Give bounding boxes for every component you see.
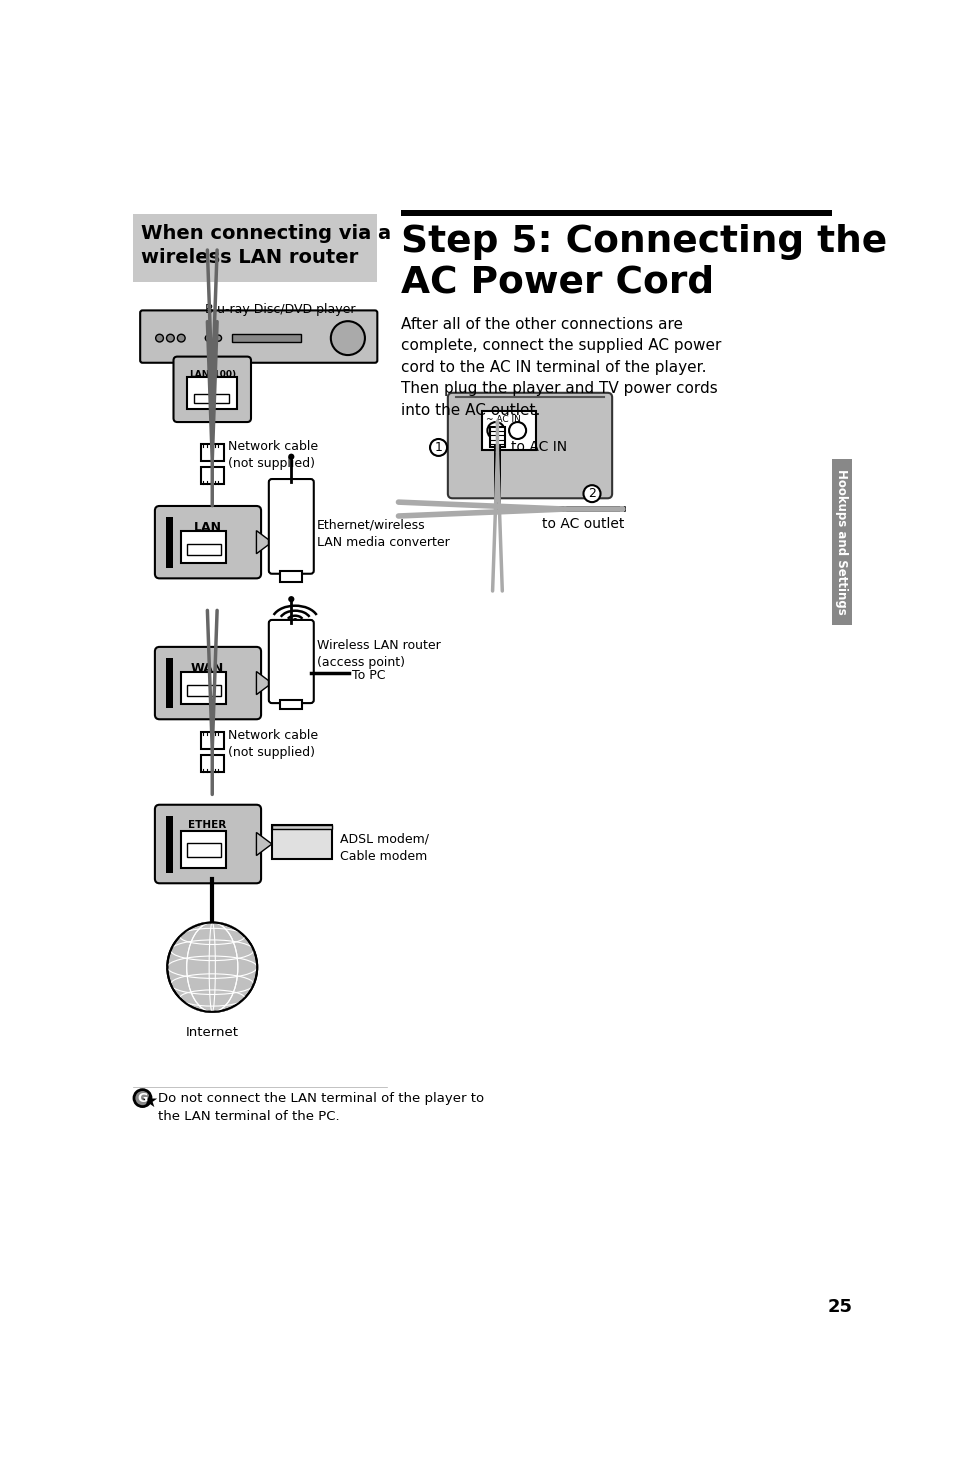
Bar [187,685,220,696]
Circle shape [215,335,221,341]
Bar [272,825,332,829]
Circle shape [205,335,212,341]
FancyBboxPatch shape [447,393,612,498]
Bar [232,334,301,343]
Text: ★: ★ [141,1091,158,1111]
Bar [187,377,236,409]
FancyBboxPatch shape [200,467,224,483]
Text: Step 5: Connecting the
AC Power Cord: Step 5: Connecting the AC Power Cord [400,224,886,301]
Bar [481,411,536,449]
Text: G: G [137,1091,148,1105]
FancyBboxPatch shape [154,647,261,719]
Bar [187,544,220,555]
Bar [280,700,302,709]
Bar [181,672,226,704]
Text: 1: 1 [435,440,442,454]
FancyBboxPatch shape [200,755,224,773]
Bar [166,657,173,709]
Circle shape [331,322,365,354]
FancyBboxPatch shape [269,620,314,703]
FancyBboxPatch shape [140,310,377,363]
Bar [194,393,229,403]
FancyBboxPatch shape [269,479,314,574]
FancyBboxPatch shape [489,427,505,448]
FancyBboxPatch shape [200,733,224,749]
FancyBboxPatch shape [200,443,224,461]
FancyBboxPatch shape [272,825,332,860]
Bar [181,531,226,564]
FancyBboxPatch shape [154,506,261,578]
Circle shape [487,423,504,439]
Circle shape [167,334,174,343]
Polygon shape [256,832,272,856]
Text: ADSL modem/
Cable modem: ADSL modem/ Cable modem [340,833,429,863]
Text: LAN: LAN [193,522,221,534]
Text: ETHER: ETHER [189,820,227,830]
Text: WAN: WAN [191,663,224,675]
FancyBboxPatch shape [154,805,261,884]
Circle shape [167,922,257,1011]
Text: Network cable
(not supplied): Network cable (not supplied) [228,440,317,470]
Text: Do not connect the LAN terminal of the player to
the LAN terminal of the PC.: Do not connect the LAN terminal of the p… [158,1091,483,1123]
Bar [166,816,173,872]
Bar [187,844,220,857]
Text: Internet: Internet [186,1026,238,1038]
Text: to AC outlet: to AC outlet [541,518,623,531]
Text: LAN(100): LAN(100) [189,369,235,378]
Circle shape [293,618,297,623]
Circle shape [177,334,185,343]
Text: 2: 2 [587,486,596,500]
Text: to AC IN: to AC IN [510,440,566,454]
Polygon shape [256,531,272,553]
Text: Wireless LAN router
(access point): Wireless LAN router (access point) [316,639,440,669]
Text: ~ AC IN: ~ AC IN [485,415,520,424]
Bar [280,571,302,583]
Circle shape [288,454,294,460]
Circle shape [133,1090,151,1106]
Text: Blu-ray Disc/DVD player: Blu-ray Disc/DVD player [205,303,355,316]
Bar [400,209,831,217]
FancyBboxPatch shape [173,356,251,423]
Text: To PC: To PC [352,669,385,682]
Bar [166,516,173,568]
Text: Hookups and Settings: Hookups and Settings [834,469,847,615]
Circle shape [288,596,294,602]
Text: After all of the other connections are
complete, connect the supplied AC power
c: After all of the other connections are c… [400,316,720,418]
Text: Network cable
(not supplied): Network cable (not supplied) [228,730,317,759]
Bar [181,830,226,868]
Circle shape [509,423,525,439]
Circle shape [430,439,447,455]
Text: Ethernet/wireless
LAN media converter: Ethernet/wireless LAN media converter [316,519,449,549]
FancyBboxPatch shape [133,214,377,282]
Text: 25: 25 [826,1298,852,1317]
Text: When connecting via a
wireless LAN router: When connecting via a wireless LAN route… [141,224,391,267]
Circle shape [583,485,599,503]
Circle shape [155,334,163,343]
Polygon shape [256,672,272,694]
Bar [831,460,851,624]
